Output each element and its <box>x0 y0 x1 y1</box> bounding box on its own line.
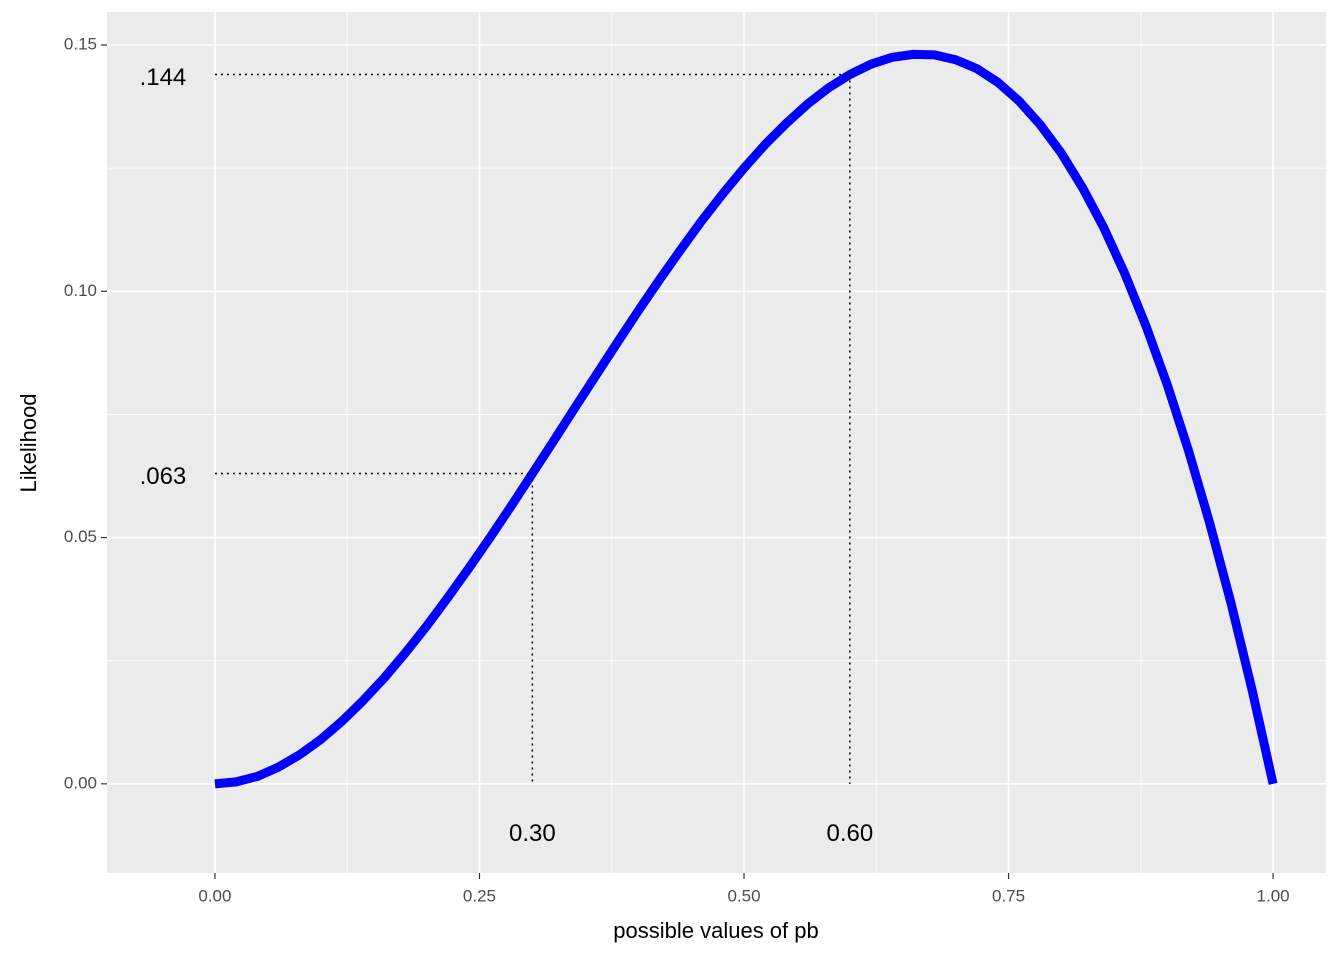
annotation-label: .144 <box>140 64 187 91</box>
y-tick-label: 0.15 <box>64 34 97 53</box>
x-tick-label: 0.50 <box>727 886 760 905</box>
annotation-label: .063 <box>140 463 187 490</box>
y-axis-title: Likelihood <box>16 393 41 492</box>
y-tick-label: 0.00 <box>64 773 97 792</box>
y-tick-label: 0.05 <box>64 527 97 546</box>
x-tick-label: 0.25 <box>463 886 496 905</box>
x-tick-label: 0.75 <box>992 886 1025 905</box>
x-axis-title: possible values of pb <box>613 918 818 943</box>
plot-panel <box>107 12 1326 873</box>
likelihood-line <box>214 49 1278 789</box>
y-tick-label: 0.10 <box>64 281 97 300</box>
annotation-label: 0.30 <box>509 820 556 847</box>
x-tick-label: 0.00 <box>198 886 231 905</box>
x-tick-label: 1.00 <box>1257 886 1290 905</box>
annotation-label: 0.60 <box>826 820 873 847</box>
